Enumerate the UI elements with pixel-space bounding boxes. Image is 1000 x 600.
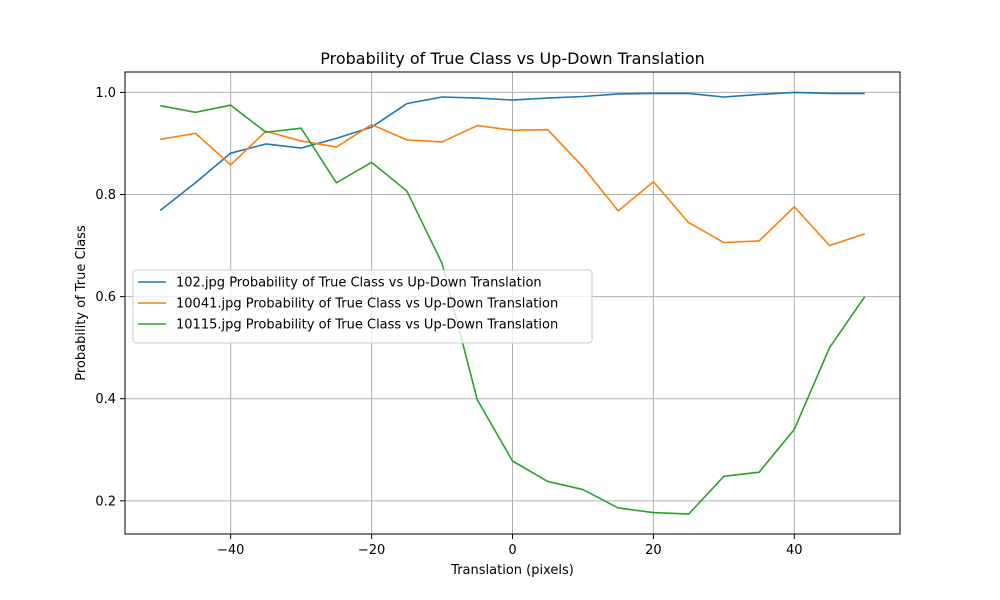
- legend-entry-label: 10041.jpg Probability of True Class vs U…: [176, 297, 558, 312]
- y-tick-label: 0.2: [95, 494, 116, 509]
- series-line-3: [160, 104, 866, 515]
- y-tick-label: 1.0: [95, 86, 116, 101]
- y-axis-label: Probability of True Class: [74, 225, 89, 381]
- series-line-1: [159, 91, 865, 211]
- legend: 102.jpg Probability of True Class vs Up-…: [132, 269, 593, 344]
- x-axis-label: Translation (pixels): [450, 563, 574, 578]
- x-axis: −40 −20 0 20 40: [217, 534, 803, 558]
- y-tick-label: 0.6: [95, 290, 116, 305]
- legend-entry-label: 102.jpg Probability of True Class vs Up-…: [176, 276, 542, 291]
- x-tick-label: 40: [786, 543, 803, 558]
- x-tick-label: 0: [508, 543, 516, 558]
- y-tick-label: 0.4: [95, 392, 116, 407]
- series-layer: [159, 91, 866, 515]
- x-tick-label: −20: [358, 543, 385, 558]
- legend-entry-label: 10115.jpg Probability of True Class vs U…: [176, 318, 558, 333]
- series-line-2: [160, 123, 866, 247]
- y-tick-label: 0.8: [95, 188, 116, 203]
- legend-box: [132, 269, 593, 344]
- x-tick-label: 20: [645, 543, 662, 558]
- y-axis: 0.2 0.4 0.6 0.8 1.0: [95, 86, 125, 509]
- x-tick-label: −40: [217, 543, 244, 558]
- chart-title: Probability of True Class vs Up-Down Tra…: [320, 49, 705, 68]
